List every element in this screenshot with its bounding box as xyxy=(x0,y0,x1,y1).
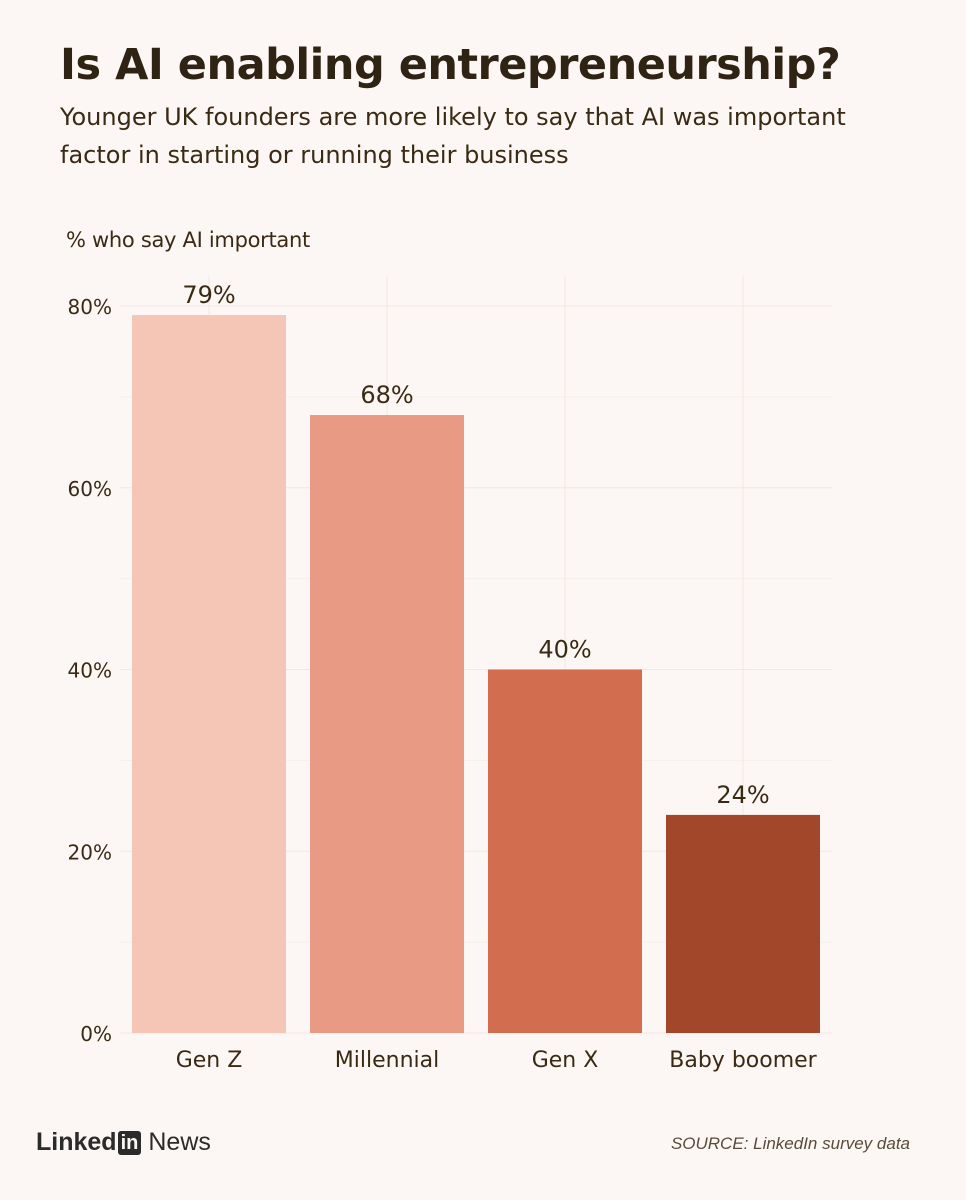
bar-value-label: 79% xyxy=(182,281,235,309)
bar-value-label: 40% xyxy=(538,636,591,664)
y-tick-label: 0% xyxy=(80,1022,112,1046)
bar-value-label: 68% xyxy=(360,381,413,409)
bar-value-label: 24% xyxy=(716,781,769,809)
bar-chart: 0% 20% 40% 60% 80% 79% Gen Z 68% Millennial 40% Ge… xyxy=(68,276,832,1073)
y-tick-label: 20% xyxy=(68,840,112,864)
linkedin-news-logo: Linked in News xyxy=(36,1128,211,1157)
x-tick-label: Gen Z xyxy=(176,1048,243,1073)
x-tick-label: Baby boomer xyxy=(669,1048,817,1073)
x-tick-label: Millennial xyxy=(335,1048,439,1073)
bar-baby-boomer xyxy=(666,814,820,1033)
linkedin-in-icon: in xyxy=(117,1130,142,1155)
x-tick-label: Gen X xyxy=(532,1048,599,1073)
y-tick-label: 40% xyxy=(68,659,112,683)
source-note: SOURCE: LinkedIn survey data xyxy=(670,1134,910,1153)
chart-subtitle: Younger UK founders are more likely to s… xyxy=(60,103,846,169)
bar-gen-z xyxy=(132,315,286,1033)
y-axis-label: % who say AI important xyxy=(66,228,310,252)
bar-millennial xyxy=(310,415,464,1033)
y-tick-label: 60% xyxy=(68,477,112,501)
y-tick-label: 80% xyxy=(68,295,112,319)
logo-text-news: News xyxy=(148,1128,211,1156)
bar-gen-x xyxy=(488,669,642,1033)
logo-text-linked: Linked xyxy=(36,1128,117,1156)
chart-title: Is AI enabling entrepreneurship? xyxy=(60,40,841,90)
